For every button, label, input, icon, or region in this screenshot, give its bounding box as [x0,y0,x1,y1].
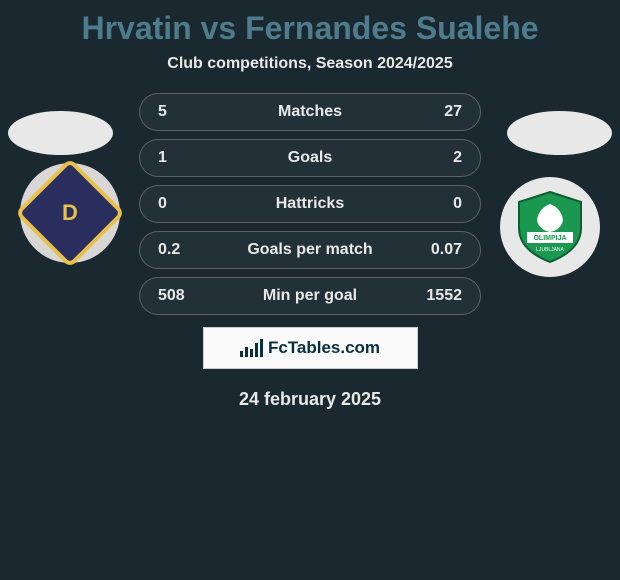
player-left-silhouette [8,111,113,155]
stat-row-matches: 5 Matches 27 [139,93,481,131]
page-title: Hrvatin vs Fernandes Sualehe [0,0,620,47]
badge-left-letter: D [62,200,78,226]
stat-left-value: 508 [158,287,208,305]
badge-left-inner: D [15,158,125,268]
subtitle: Club competitions, Season 2024/2025 [0,55,620,73]
badge-right-text: OLIMPIJA [533,235,566,242]
club-badge-left: D [20,163,120,263]
player-right-silhouette [507,111,612,155]
club-badge-right: OLIMPIJA LJUBLJANA [500,177,600,277]
stat-left-value: 0 [158,195,208,213]
stat-row-goals: 1 Goals 2 [139,139,481,177]
olimpija-shield-icon: OLIMPIJA LJUBLJANA [511,188,589,266]
stat-row-hattricks: 0 Hattricks 0 [139,185,481,223]
stat-row-goals-per-match: 0.2 Goals per match 0.07 [139,231,481,269]
stat-label: Matches [208,103,412,121]
stat-label: Min per goal [208,287,412,305]
badge-right-subtext: LJUBLJANA [536,247,564,253]
stat-right-value: 1552 [412,287,462,305]
stat-right-value: 27 [412,103,462,121]
comparison-area: D OLIMPIJA LJUBLJANA 5 Matches 27 1 Goal… [0,93,620,410]
stat-left-value: 0.2 [158,241,208,259]
stat-left-value: 5 [158,103,208,121]
stat-rows: 5 Matches 27 1 Goals 2 0 Hattricks 0 0.2… [139,93,481,315]
stat-label: Goals per match [208,241,412,259]
stat-left-value: 1 [158,149,208,167]
stat-right-value: 2 [412,149,462,167]
brand-text: FcTables.com [268,338,380,358]
date-text: 24 february 2025 [0,389,620,410]
stat-label: Goals [208,149,412,167]
stat-row-min-per-goal: 508 Min per goal 1552 [139,277,481,315]
chart-bars-icon [240,339,263,357]
badge-right-inner: OLIMPIJA LJUBLJANA [511,188,589,266]
stat-right-value: 0 [412,195,462,213]
stat-right-value: 0.07 [412,241,462,259]
stat-label: Hattricks [208,195,412,213]
brand-box[interactable]: FcTables.com [203,327,418,369]
